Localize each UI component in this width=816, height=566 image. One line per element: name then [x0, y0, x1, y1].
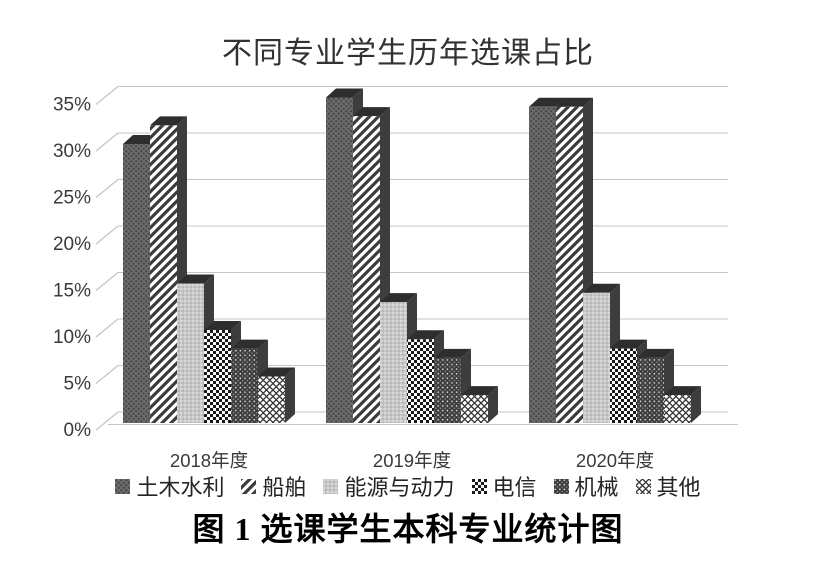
y-axis-tick	[95, 365, 119, 384]
bar-3-top-face	[610, 339, 647, 349]
bar-series-4-cat-2	[637, 357, 664, 423]
figure-caption: 图 1 选课学生本科专业统计图	[192, 511, 624, 547]
bar-series-2-cat-0	[177, 283, 204, 423]
bar-4-top-face	[637, 348, 674, 358]
bar-5-top-face	[664, 386, 701, 396]
bar-series-0-cat-0	[123, 144, 150, 423]
chart-title: 不同专业学生历年选课占比	[222, 37, 594, 70]
bar-0-top-face	[529, 97, 566, 107]
y-tick-label: 25%	[53, 188, 91, 209]
bar-series-3-cat-0	[204, 330, 231, 423]
legend-item-0: 土木水利	[115, 470, 224, 502]
bar-series-3-cat-1	[407, 339, 434, 423]
legend-label: 电信	[492, 475, 537, 500]
y-axis-tick	[95, 318, 119, 338]
bar-5-side-face	[488, 386, 498, 423]
bar-layer	[123, 88, 701, 424]
legend-swatch-icon-4	[553, 478, 569, 494]
bar-2-top-face	[380, 293, 417, 303]
bar-4-top-face	[231, 339, 268, 349]
bar-1-top-face	[556, 97, 593, 107]
y-tick-label: 0%	[64, 420, 92, 441]
bar-5-side-face	[285, 367, 295, 423]
bar-series-1-cat-0	[150, 125, 177, 424]
y-axis-tick	[95, 132, 119, 152]
bar-5-top-face	[461, 386, 498, 396]
bar-series-3-cat-2	[610, 348, 637, 423]
y-tick-label: 30%	[53, 141, 91, 162]
bar-2-top-face	[177, 274, 214, 284]
y-axis-tick	[95, 411, 119, 431]
y-tick-label: 35%	[53, 95, 91, 116]
bar-1-top-face	[353, 107, 390, 117]
y-axis-tick	[95, 272, 119, 291]
y-axis-tick	[95, 179, 119, 198]
legend-item-4: 机械	[553, 470, 619, 502]
x-category-label: 2019年度	[373, 450, 451, 471]
bar-3-top-face	[204, 321, 241, 330]
bar-series-5-cat-1	[461, 395, 488, 423]
legend-label: 其他	[656, 475, 701, 500]
bar-series-2-cat-2	[583, 292, 610, 423]
bar-series-5-cat-0	[258, 376, 285, 423]
y-tick-label: 15%	[53, 281, 91, 302]
y-axis-tick	[95, 225, 119, 245]
legend-swatch-icon-3	[471, 478, 487, 494]
legend-label: 能源与动力	[344, 475, 455, 500]
legend-item-3: 电信	[471, 470, 537, 502]
y-axis-tick	[95, 86, 119, 105]
legend-label: 土木水利	[136, 475, 225, 500]
bar-series-4-cat-1	[434, 357, 461, 423]
y-tick-label: 20%	[53, 234, 91, 255]
legend-item-2: 能源与动力	[323, 470, 455, 502]
bar-5-side-face	[691, 386, 701, 423]
bar-series-1-cat-2	[556, 106, 583, 424]
bar-series-4-cat-0	[231, 348, 258, 423]
y-tick-label: 5%	[64, 374, 92, 395]
bar-4-top-face	[434, 348, 471, 358]
bar-series-1-cat-1	[353, 116, 380, 423]
bar-series-0-cat-1	[326, 97, 353, 423]
chart-legend: 土木水利 船舶 能源与动力 电信 机械 其他	[0, 469, 816, 503]
y-tick-label: 10%	[53, 327, 91, 348]
legend-label: 机械	[574, 475, 619, 500]
legend-swatch-icon-5	[635, 478, 651, 494]
bar-0-top-face	[326, 88, 363, 98]
bar-series-2-cat-1	[380, 302, 407, 423]
label-layer: 0% 5% 10% 15% 20% 25% 30% 35% 2018年度 2019年度 2020年度	[53, 95, 654, 472]
bar-1-top-face	[150, 116, 187, 126]
bar-5-top-face	[258, 367, 295, 377]
bar-series-5-cat-2	[664, 395, 691, 423]
bar-series-0-cat-2	[529, 106, 556, 424]
x-category-label: 2020年度	[576, 450, 654, 471]
legend-item-1: 船舶	[241, 470, 306, 502]
bar-2-top-face	[583, 283, 620, 293]
legend-swatch-icon-0	[115, 478, 131, 494]
legend-label: 船舶	[262, 475, 307, 500]
legend-item-5: 其他	[635, 470, 701, 502]
x-category-label: 2018年度	[170, 450, 248, 471]
legend-swatch-icon-1	[241, 478, 257, 494]
bar-3-top-face	[407, 330, 444, 340]
legend-swatch-icon-2	[323, 478, 339, 494]
